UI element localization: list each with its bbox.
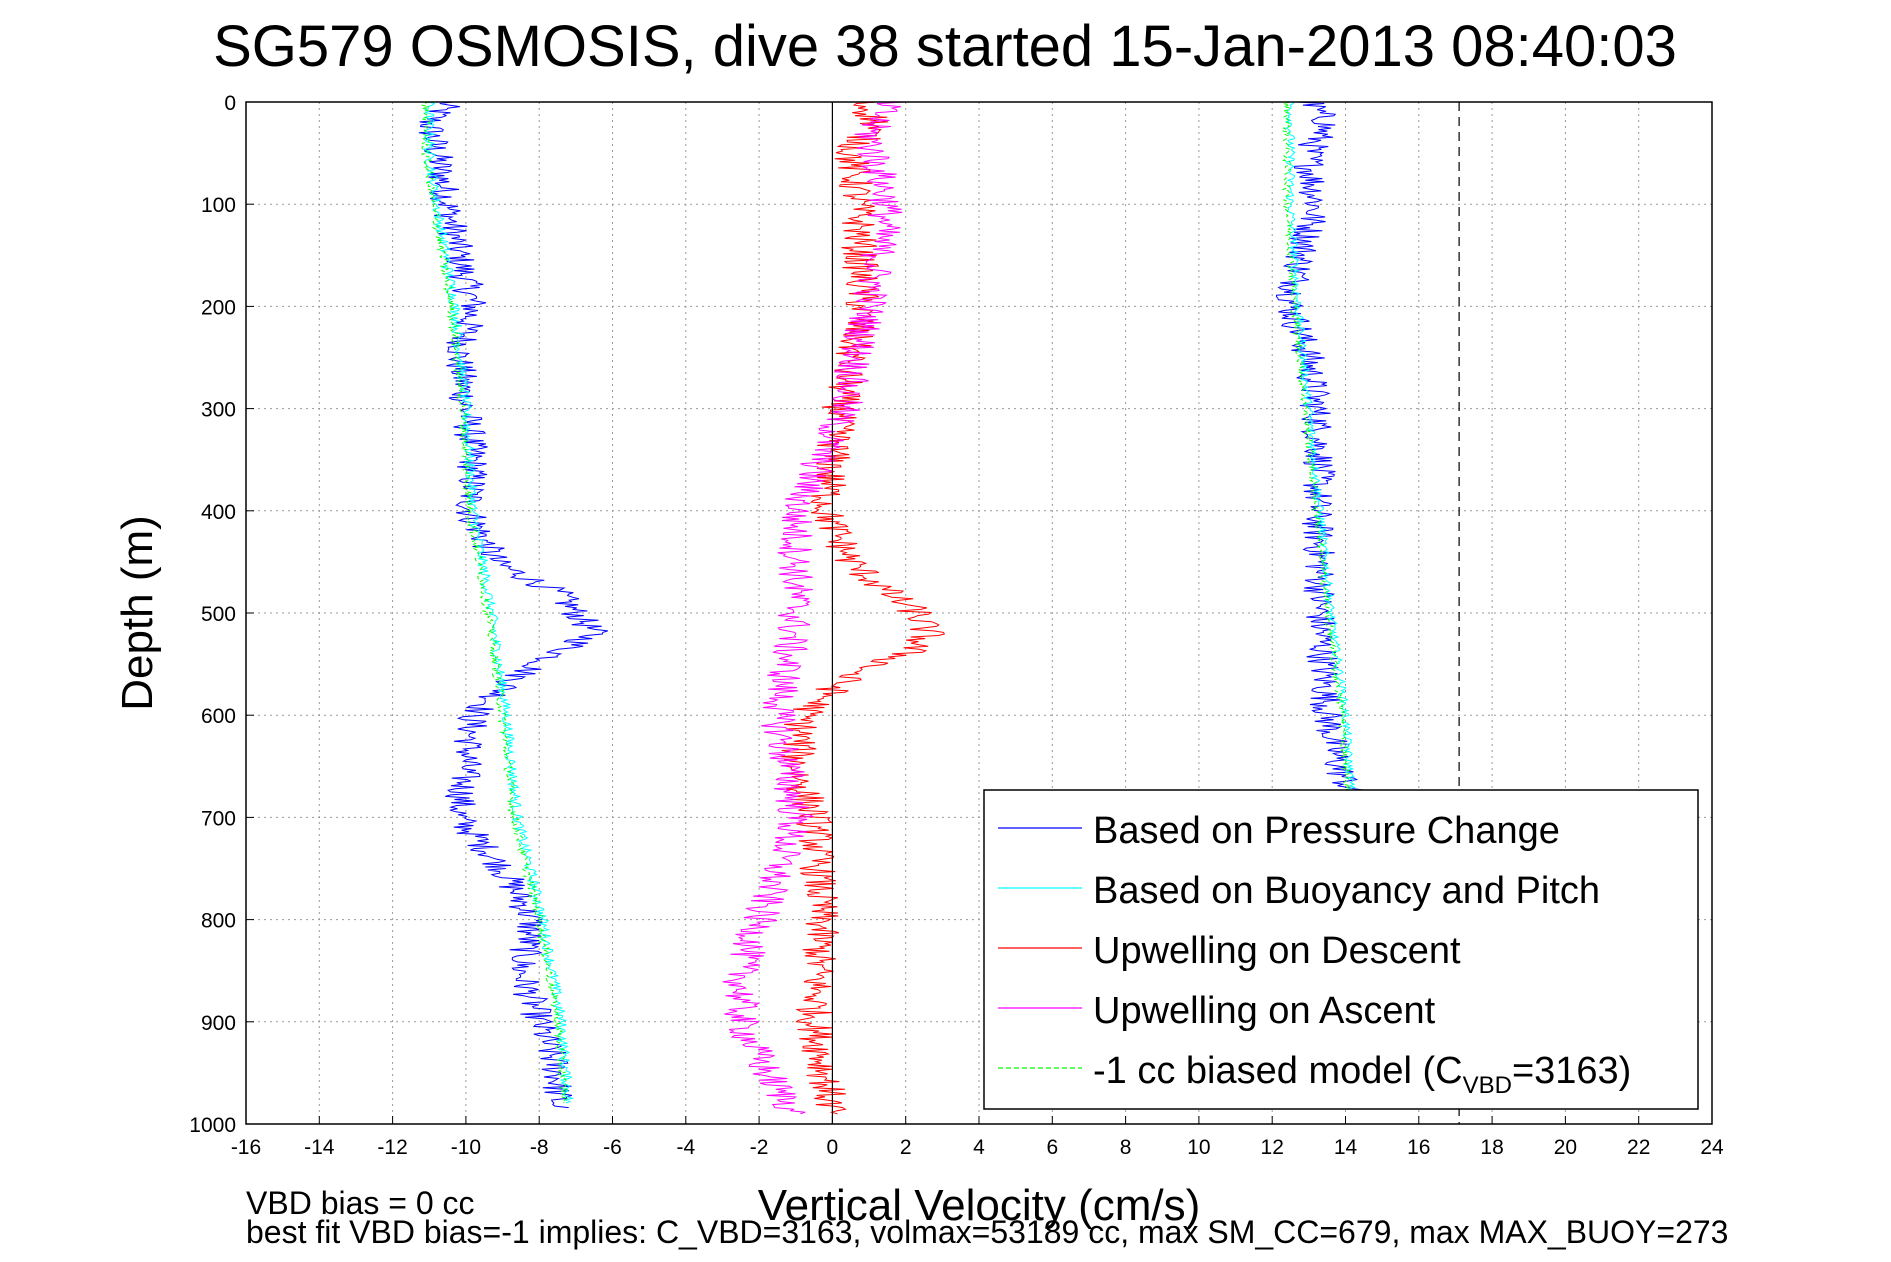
- legend-label: -1 cc biased model (CVBD=3163): [1093, 1050, 1631, 1099]
- legend-label: Upwelling on Ascent: [1093, 990, 1436, 1032]
- x-tick-label: 8: [1120, 1136, 1132, 1159]
- x-tick-label: -2: [750, 1136, 769, 1159]
- y-tick-label: 900: [201, 1012, 236, 1035]
- x-axis-ticks: -16 -14 -12 -10 -8 -6 -4 -2 0 2 4 6 8 10 12 14 16 18 20 22 2…: [231, 1116, 1724, 1159]
- y-axis-ticks: 0 100 200 300 400 500 600 700 800 900 1000: [189, 92, 254, 1137]
- x-tick-label: -10: [451, 1136, 481, 1159]
- series-line: [418, 101, 608, 1109]
- x-tick-label: 22: [1627, 1136, 1650, 1159]
- y-tick-label: 300: [201, 399, 236, 422]
- y-tick-label: 100: [201, 194, 236, 217]
- series-line: [420, 101, 570, 1104]
- x-tick-label: 2: [900, 1136, 912, 1159]
- series-line: [1284, 101, 1358, 817]
- legend-label: Upwelling on Descent: [1093, 930, 1461, 972]
- y-tick-label: 600: [201, 705, 236, 728]
- x-tick-label: -14: [304, 1136, 335, 1159]
- x-tick-label: -12: [377, 1136, 407, 1159]
- x-tick-label: 24: [1700, 1136, 1724, 1159]
- y-tick-label: 800: [201, 910, 236, 933]
- x-tick-label: 4: [973, 1136, 985, 1159]
- series-line: [422, 101, 575, 1104]
- x-tick-label: 0: [827, 1136, 839, 1159]
- x-tick-label: 20: [1554, 1136, 1577, 1159]
- y-axis-label: Depth (m): [113, 515, 162, 711]
- series-layer: [418, 101, 1365, 1115]
- x-tick-label: 18: [1480, 1136, 1503, 1159]
- x-tick-label: -8: [530, 1136, 549, 1159]
- y-tick-label: 700: [201, 807, 236, 830]
- x-tick-label: 6: [1046, 1136, 1058, 1159]
- series-line: [1276, 101, 1365, 797]
- legend: Based on Pressure Change Based on Buoyanc…: [983, 789, 1699, 1110]
- x-axis-label: Vertical Velocity (cm/s): [758, 1181, 1201, 1230]
- series-line: [722, 101, 906, 1115]
- x-tick-label: -16: [231, 1136, 261, 1159]
- series-line: [780, 101, 945, 1115]
- x-tick-label: -6: [603, 1136, 622, 1159]
- chart-title: SG579 OSMOSIS, dive 38 started 15-Jan-20…: [213, 14, 1677, 79]
- x-tick-label: 14: [1334, 1136, 1358, 1159]
- y-tick-label: 0: [224, 92, 236, 115]
- reference-lines: [831, 102, 1460, 1124]
- x-tick-label: -4: [676, 1136, 695, 1159]
- grid-lines: [246, 102, 1712, 1124]
- legend-label: Based on Buoyancy and Pitch: [1093, 870, 1600, 912]
- annotation-best-fit: best fit VBD bias=-1 implies: C_VBD=3163…: [246, 1214, 1728, 1250]
- legend-box: [983, 789, 1699, 1110]
- annotation-vbd-bias: VBD bias = 0 cc: [246, 1185, 475, 1221]
- y-tick-label: 400: [201, 501, 236, 524]
- x-tick-label: 10: [1187, 1136, 1210, 1159]
- y-tick-label: 500: [201, 603, 236, 626]
- x-tick-label: 16: [1407, 1136, 1430, 1159]
- legend-label: Based on Pressure Change: [1093, 810, 1560, 852]
- x-tick-label: 12: [1261, 1136, 1284, 1159]
- series-line: [1281, 101, 1353, 817]
- y-tick-label: 1000: [189, 1114, 236, 1137]
- y-tick-label: 200: [201, 296, 236, 319]
